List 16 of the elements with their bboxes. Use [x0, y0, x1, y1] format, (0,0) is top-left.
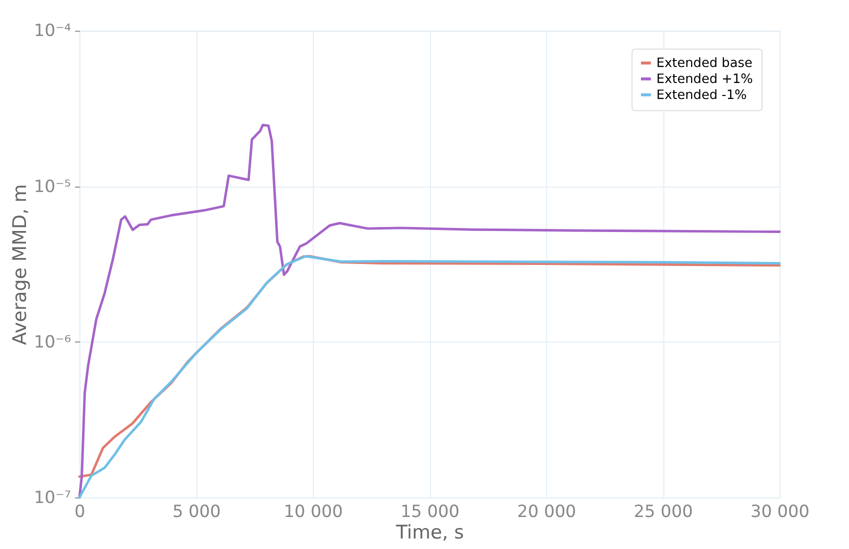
x-tick-label: 5 000	[172, 500, 221, 521]
legend-label: Extended base	[656, 56, 752, 71]
x-tick-label: 15 000	[400, 500, 460, 521]
x-tick-label: 25 000	[634, 500, 693, 521]
legend-label: Extended +1%	[656, 72, 753, 87]
x-tick-label: 0	[74, 500, 86, 521]
y-axis-title: Average MMD, m	[8, 184, 31, 346]
x-tick-label: 10 000	[284, 500, 343, 521]
legend-label: Extended -1%	[656, 88, 747, 103]
x-tick-label: 20 000	[517, 500, 576, 521]
y-tick-label: 10⁻⁷	[34, 486, 71, 507]
y-tick-label: 10⁻⁵	[34, 176, 71, 196]
y-tick-label: 10⁻⁶	[34, 331, 72, 352]
y-tick-label: 10⁻⁴	[34, 20, 72, 40]
x-axis-title: Time, s	[394, 522, 464, 544]
x-tick-label: 30 000	[750, 500, 810, 521]
